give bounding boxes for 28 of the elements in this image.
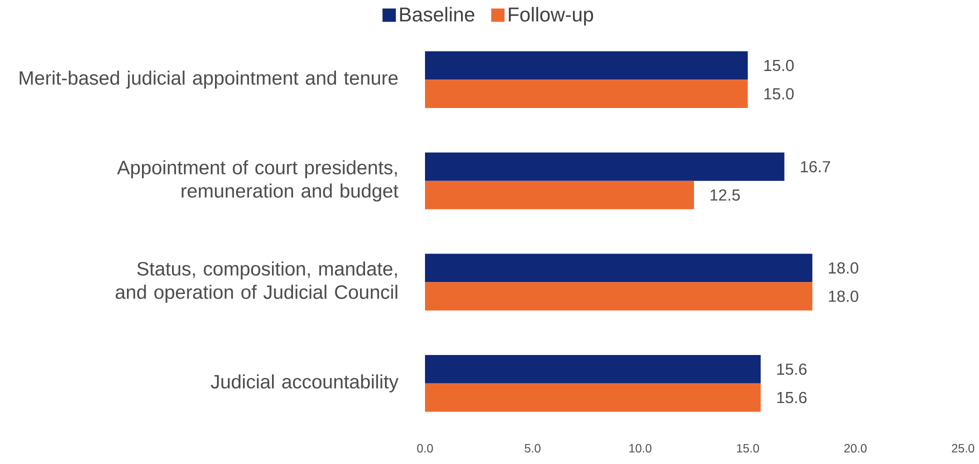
x-tick-label: 15.0 <box>737 444 760 453</box>
data-label: 18.0 <box>828 290 858 302</box>
bar <box>425 80 748 108</box>
legend-label: Baseline <box>400 6 474 22</box>
bar <box>425 180 694 210</box>
data-label: 15.6 <box>777 364 807 375</box>
y-tick-label: Status, composition, mandate, and operation of Judicial Council <box>116 261 398 303</box>
x-tick-label: 25.0 <box>952 444 974 453</box>
bar <box>425 51 748 80</box>
y-tick-label: Judicial accountability <box>210 374 399 392</box>
bar <box>425 383 761 412</box>
x-tick-label: 10.0 <box>629 444 652 453</box>
data-label: 15.0 <box>764 88 794 100</box>
data-label: 15.0 <box>764 60 794 72</box>
y-tick-label: Appointment of court presidents, remuneration and budget <box>117 160 398 202</box>
legend-label: Follow-up <box>508 6 594 26</box>
x-tick-label: 0.0 <box>417 444 433 453</box>
x-tick-label: 5.0 <box>524 444 540 453</box>
y-tick-label: Merit-based judicial appointment and tenure <box>20 70 398 89</box>
x-tick-label: 20.0 <box>844 444 867 453</box>
data-label: 18.0 <box>828 262 858 274</box>
data-label: 16.7 <box>800 161 830 172</box>
bar <box>425 152 784 181</box>
data-label: 12.5 <box>710 189 740 201</box>
data-label: 15.6 <box>777 392 807 404</box>
bar <box>425 355 761 384</box>
bar <box>425 254 812 282</box>
bar <box>425 282 812 310</box>
